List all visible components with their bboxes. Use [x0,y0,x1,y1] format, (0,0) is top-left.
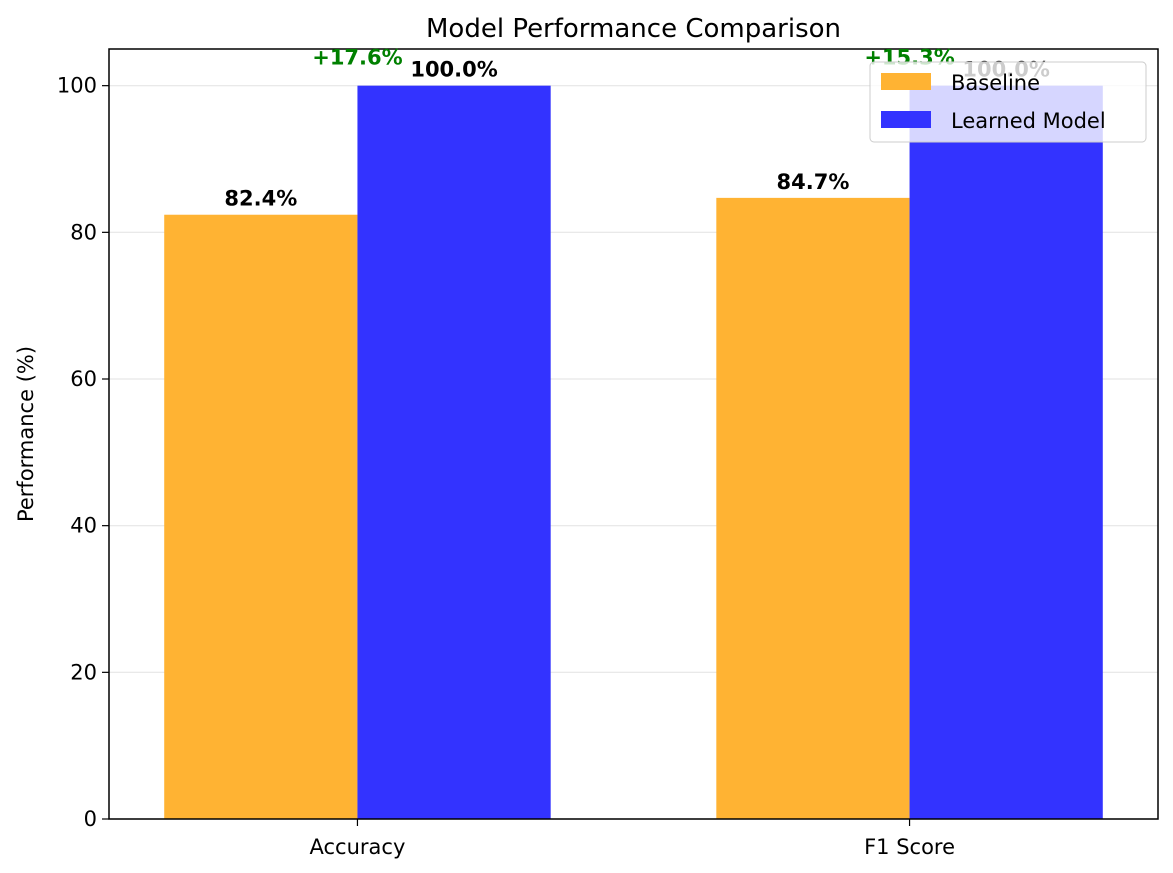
bar-value-label: 82.4% [224,187,297,211]
bar-learned-model [909,85,1103,819]
bar-baseline [164,214,358,819]
improvement-label: +17.6% [312,46,402,70]
legend-box [869,61,1147,143]
legend-label-baseline: Baseline [951,71,1040,95]
y-tick-label: 100 [57,74,97,98]
y-tick-label: 60 [70,367,97,391]
x-tick-label: F1 Score [864,835,955,859]
bar-learned-model [357,85,551,819]
legend-label-learned-model: Learned Model [951,109,1106,133]
y-tick-label: 40 [70,514,97,538]
bar-baseline [716,197,910,819]
legend: Baseline Learned Model [869,61,1147,143]
bar-value-label: 100.0% [410,58,497,82]
plot-frame [108,48,1159,820]
axes: 0 20 40 60 80 100 Accuracy F1 Score [57,74,955,859]
chart-title: Model Performance Comparison [426,14,841,44]
legend-swatch-learned-model [881,111,931,128]
x-tick-label: Accuracy [310,835,406,859]
y-tick-label: 20 [70,660,97,684]
legend-swatch-baseline [881,73,931,90]
y-tick-label: 80 [70,220,97,244]
bars [164,85,1103,819]
y-axis-label: Performance (%) [14,346,38,522]
bar-value-label: 84.7% [777,170,850,194]
y-tick-label: 0 [84,807,97,831]
